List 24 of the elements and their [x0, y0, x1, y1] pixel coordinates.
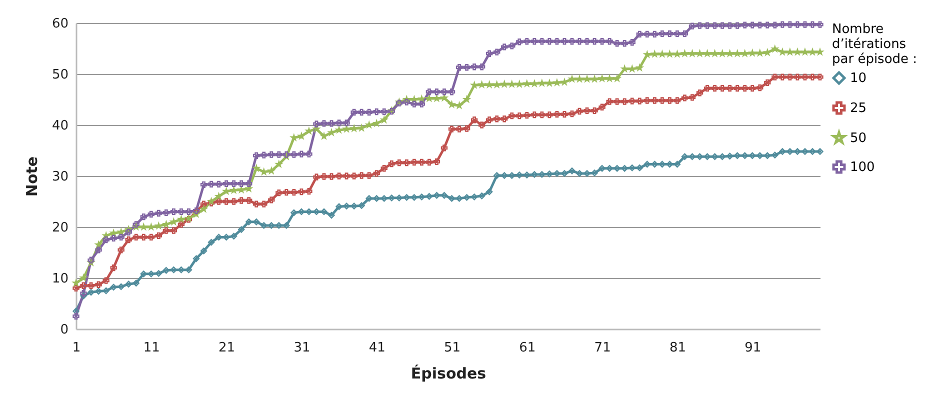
- x-tick-label: 81: [669, 340, 686, 356]
- x-tick-label: 41: [368, 340, 386, 356]
- x-tick-label: 61: [519, 340, 536, 356]
- y-tick-label: 60: [52, 16, 68, 32]
- legend-title: Nombre d’itérations par épisode :: [832, 22, 918, 67]
- y-tick-label: 10: [52, 272, 68, 286]
- x-tick-label: 51: [444, 340, 461, 356]
- x-axis-title: Épisodes: [410, 364, 486, 382]
- legend-label: 100: [850, 160, 875, 175]
- x-tick-label: 71: [594, 340, 611, 356]
- x-tick-label: 11: [143, 340, 160, 356]
- y-tick-label: 0: [60, 322, 68, 338]
- y-tick-label: 20: [52, 220, 68, 236]
- legend-label: 25: [850, 101, 867, 116]
- x-tick-label: 21: [218, 340, 236, 356]
- legend-label: 50: [850, 131, 867, 146]
- y-tick-label: 50: [52, 68, 68, 82]
- legend-label: 10: [850, 71, 867, 86]
- y-tick-label: 30: [52, 170, 68, 184]
- x-tick-label: 31: [294, 340, 310, 356]
- x-tick-label: 1: [72, 340, 81, 356]
- y-axis-title: Note: [22, 156, 41, 197]
- x-tick-label: 91: [744, 340, 762, 356]
- y-tick-label: 40: [52, 118, 68, 134]
